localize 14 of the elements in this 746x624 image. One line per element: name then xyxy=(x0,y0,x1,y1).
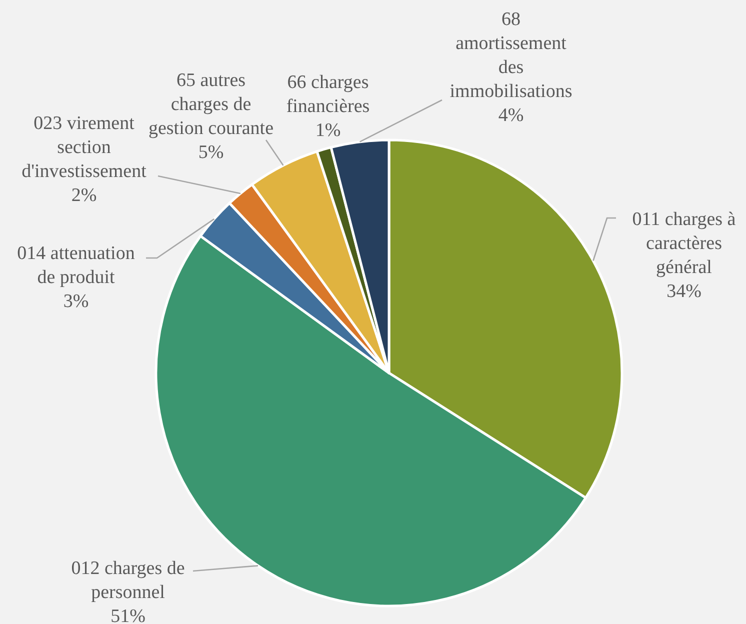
data-label: 5% xyxy=(198,142,224,163)
data-label: 3% xyxy=(63,291,89,312)
slice-label: 65 autres charges de gestion courante xyxy=(148,70,274,139)
data-label: 4% xyxy=(498,105,524,126)
data-label: 34% xyxy=(666,281,702,302)
data-label: 51% xyxy=(110,606,146,624)
data-label: 1% xyxy=(315,120,341,141)
slice-label: 012 charges de personnel xyxy=(71,558,185,603)
slice-label: 68 amortissement des immobilisations xyxy=(450,9,572,102)
slice-label: 66 charges financières xyxy=(286,72,370,117)
slice-label: 014 attenuation de produit xyxy=(17,243,136,288)
data-label: 2% xyxy=(71,185,97,206)
slice-label: 011 charges à caractères général xyxy=(632,209,736,278)
slice-label: 023 virement section d'investissement xyxy=(22,113,148,182)
